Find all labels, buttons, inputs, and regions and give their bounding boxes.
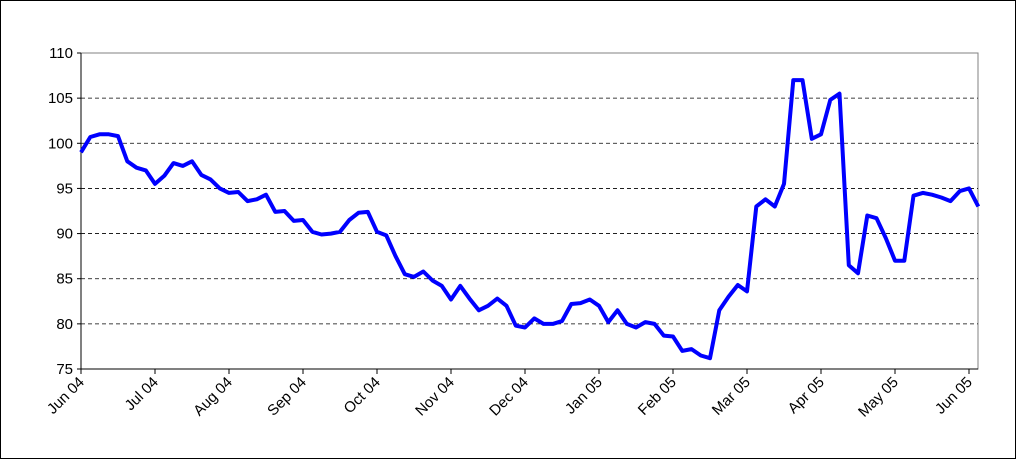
- y-tick-label: 75: [56, 361, 73, 378]
- y-tick-label: 105: [48, 90, 73, 107]
- data-line: [79, 78, 981, 361]
- y-tick-label: 80: [56, 316, 73, 333]
- y-tick-label: 110: [49, 45, 73, 62]
- y-tick-label: 95: [56, 180, 73, 197]
- y-tick-label: 100: [48, 135, 73, 152]
- y-tick-label: 90: [56, 226, 73, 243]
- y-tick-label: 85: [56, 271, 73, 288]
